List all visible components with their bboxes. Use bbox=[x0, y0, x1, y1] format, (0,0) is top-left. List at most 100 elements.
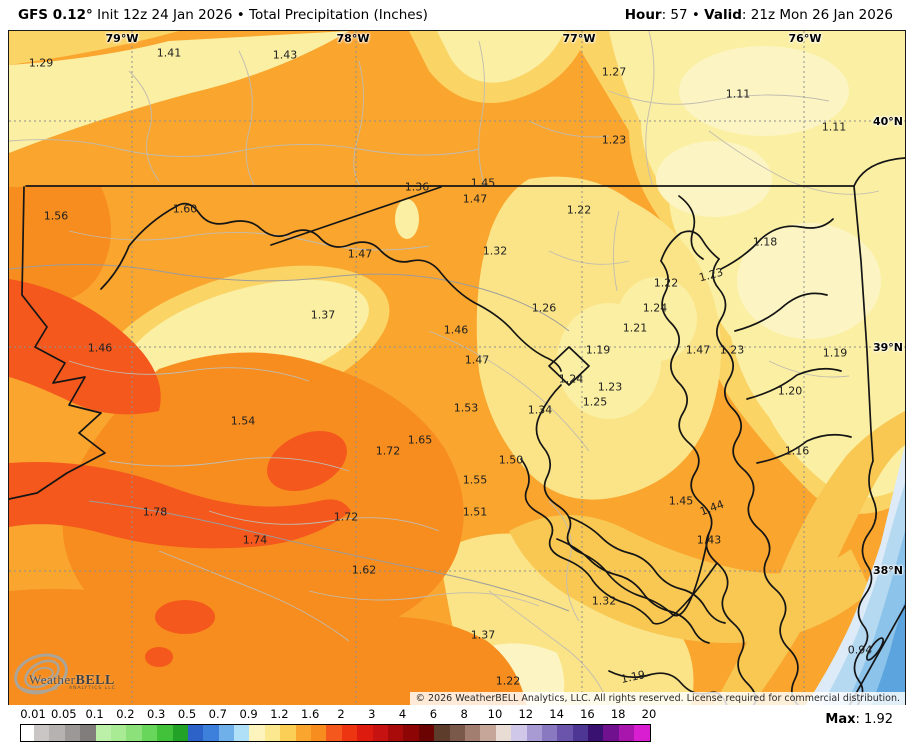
precip-value-label: 1.27 bbox=[601, 65, 627, 79]
precip-value-label: 1.23 bbox=[601, 133, 627, 147]
precip-value-label: 0.94 bbox=[847, 643, 873, 657]
legend-color-segment bbox=[588, 725, 604, 741]
logo-weather: Weather bbox=[29, 672, 76, 687]
precip-value-label: 1.56 bbox=[43, 209, 69, 223]
latitude-label: 39°N bbox=[872, 341, 903, 354]
legend-tick: 4 bbox=[398, 707, 407, 721]
precip-value-label: 1.34 bbox=[527, 403, 553, 417]
precip-value-label: 1.53 bbox=[453, 401, 479, 415]
map-canvas[interactable]: 1.29 1.41 1.43 1.27 1.11 1.11 1.23 1.56 1.60 1.36… bbox=[8, 30, 906, 707]
precip-value-label: 1.62 bbox=[351, 563, 377, 577]
legend-tick: 20 bbox=[641, 707, 657, 721]
legend-color-segment bbox=[110, 725, 127, 741]
precip-fill-redorange-small2 bbox=[145, 647, 173, 667]
elk-river bbox=[720, 218, 834, 270]
susquehanna bbox=[678, 195, 704, 260]
precip-value-label: 1.47 bbox=[462, 192, 488, 206]
legend-color-segment bbox=[495, 725, 512, 741]
legend-color-segment bbox=[511, 725, 527, 741]
legend-tick: 0.9 bbox=[239, 707, 258, 721]
latlon-grid bbox=[9, 31, 905, 706]
hour-label: Hour bbox=[624, 7, 662, 23]
precip-value-label: 1.37 bbox=[470, 628, 496, 642]
valid-value: : 21z Mon 26 Jan 2026 bbox=[741, 7, 893, 23]
precip-fill-cream-1 bbox=[679, 46, 849, 136]
precip-value-label: 1.46 bbox=[87, 341, 113, 355]
valid-time: Hour: 57 • Valid: 21z Mon 26 Jan 2026 bbox=[625, 7, 893, 23]
precip-value-label: 1.78 bbox=[142, 505, 168, 519]
legend-color-segment bbox=[526, 725, 542, 741]
longitude-label: 76°W bbox=[788, 32, 822, 45]
legend-tick: 0.2 bbox=[116, 707, 135, 721]
model-name: GFS 0.12° bbox=[18, 7, 93, 23]
legend-tick: 0.7 bbox=[208, 707, 227, 721]
precip-fill-deeporange-bottom bbox=[9, 588, 527, 706]
precip-value-label: 1.24 bbox=[558, 372, 584, 386]
longitude-label: 78°W bbox=[336, 32, 370, 45]
precip-value-label: 1.29 bbox=[28, 56, 54, 70]
legend-color-segment bbox=[280, 725, 296, 741]
precip-value-label: 1.20 bbox=[777, 384, 803, 398]
precip-value-label: 1.65 bbox=[407, 433, 433, 447]
precip-value-label: 1.16 bbox=[784, 444, 810, 458]
legend-color-segment bbox=[634, 725, 650, 741]
legend-color-segment bbox=[311, 725, 327, 741]
legend-color-segment bbox=[341, 725, 358, 741]
max-label: Max bbox=[825, 712, 856, 727]
precip-value-label: 1.72 bbox=[375, 444, 401, 458]
legend-color-segment bbox=[264, 725, 281, 741]
legend-tick: 0.3 bbox=[147, 707, 166, 721]
legend-color-segment bbox=[387, 725, 404, 741]
legend-tick: 0.01 bbox=[20, 707, 46, 721]
precip-value-label: 1.22 bbox=[566, 203, 592, 217]
precip-fill-pale-bay bbox=[617, 277, 697, 361]
legend-color-segment bbox=[618, 725, 635, 741]
latitude-label: 38°N bbox=[872, 564, 903, 577]
precip-value-label: 1.46 bbox=[443, 323, 469, 337]
valid-label: Valid bbox=[704, 7, 742, 23]
precip-fill-cream-3 bbox=[656, 141, 772, 217]
weatherbell-logo: WeatherBELL ANALYTICS LLC bbox=[13, 648, 133, 700]
max-value: : 1.92 bbox=[855, 712, 893, 727]
precip-value-label: 1.24 bbox=[642, 301, 668, 315]
legend-tick: 16 bbox=[580, 707, 595, 721]
precip-value-label: 1.45 bbox=[668, 494, 694, 508]
legend-color-segment bbox=[434, 725, 450, 741]
precip-value-label: 1.74 bbox=[242, 533, 268, 547]
product-title: GFS 0.12° Init 12z 24 Jan 2026 • Total P… bbox=[18, 7, 428, 23]
precip-value-label: 1.23 bbox=[719, 343, 745, 357]
latitude-label: 40°N bbox=[872, 115, 903, 128]
logo-subtext: ANALYTICS LLC bbox=[69, 686, 116, 691]
color-scale-legend: 0.01 0.05 0.1 0.2 0.3 0.5 0.7 0.9 1.2 1.6 2 3 4 6 8 10 1… bbox=[0, 705, 913, 750]
legend-colorbar bbox=[20, 724, 651, 742]
precip-value-label: 1.19 bbox=[585, 343, 611, 357]
md-de-border-coast bbox=[853, 185, 878, 706]
potomac-upper bbox=[100, 202, 562, 372]
precip-fill-redorange-small1 bbox=[155, 600, 215, 634]
state-borders bbox=[9, 157, 905, 706]
legend-color-segment bbox=[172, 725, 188, 741]
legend-color-segment bbox=[187, 725, 204, 741]
rappahannock-south bbox=[556, 538, 710, 644]
legend-color-segment bbox=[603, 725, 619, 741]
barrier-island bbox=[866, 637, 884, 661]
wv-border bbox=[9, 186, 106, 500]
legend-tick: 0.5 bbox=[177, 707, 197, 721]
precip-fill-redorange-band bbox=[9, 462, 351, 549]
legend-color-segment bbox=[326, 725, 342, 741]
legend-color-segment bbox=[34, 725, 50, 741]
legend-tick: 0.05 bbox=[50, 707, 77, 721]
precip-value-label: 1.55 bbox=[462, 473, 488, 487]
hour-value: : 57 bbox=[661, 7, 688, 23]
county-boundaries bbox=[9, 31, 880, 706]
legend-tick: 1.6 bbox=[301, 707, 320, 721]
bay-west-shore bbox=[660, 260, 757, 706]
precip-fill-deeporange-central bbox=[62, 352, 464, 658]
legend-tick: 18 bbox=[610, 707, 626, 721]
title-rest: Init 12z 24 Jan 2026 • Total Precipitati… bbox=[92, 7, 428, 23]
legend-color-segment bbox=[234, 725, 250, 741]
precip-fill-pale-topmid bbox=[437, 31, 565, 83]
longitude-label: 79°W bbox=[105, 32, 139, 45]
legend-tick: 0.1 bbox=[85, 707, 104, 721]
